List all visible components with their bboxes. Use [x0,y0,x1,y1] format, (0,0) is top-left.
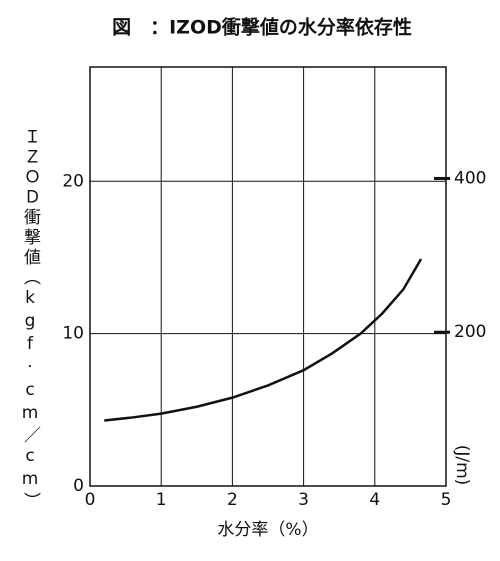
y-tick-label: 20 [62,171,84,191]
y-tick-label: 0 [73,476,84,496]
x-tick-label: 5 [441,490,452,510]
x-tick-label: 2 [227,490,238,510]
x-tick-label: 4 [369,490,380,510]
x-tick-label: 1 [156,490,167,510]
y-axis-label: ＩＺＯＤ衝撃値（kgf·cm／cm） [20,128,41,512]
x-axis-label: 水分率（%） [217,520,318,540]
y2-tick-label: 400 [454,168,486,188]
y-tick-label: 10 [62,324,84,344]
data-line [104,258,423,422]
x-tick-label: 0 [85,490,96,510]
y2-axis-label: (J/m) [452,445,472,486]
x-tick-label: 3 [298,490,309,510]
plot-frame [89,66,447,487]
chart-title: 図 ：IZOD衝撃値の水分率依存性 [112,16,412,39]
y2-tick-label: 200 [454,322,486,342]
